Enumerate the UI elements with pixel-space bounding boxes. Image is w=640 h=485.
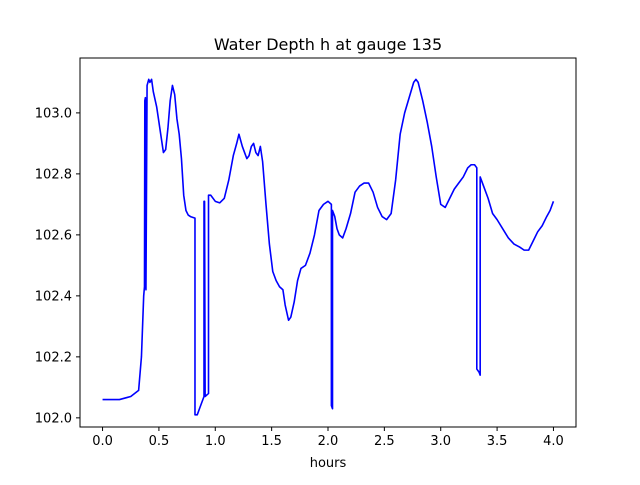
x-tick-label: 2.5 xyxy=(374,434,395,449)
x-tick-label: 3.5 xyxy=(487,434,508,449)
plot-area xyxy=(102,78,555,416)
x-axis-label: hours xyxy=(310,456,347,471)
y-tick-label: 102.6 xyxy=(35,228,72,243)
x-tick-label: 1.0 xyxy=(205,434,226,449)
chart-title: Water Depth h at gauge 135 xyxy=(214,35,442,54)
x-tick-label: 3.0 xyxy=(430,434,451,449)
x-tick-label: 0.0 xyxy=(92,434,113,449)
y-tick-label: 102.2 xyxy=(35,350,72,365)
y-tick-label: 102.0 xyxy=(35,411,72,426)
axes: 0.0 0.5 1.0 1.5 2.0 2.5 3.0 3.5 4.0 102.0 102.2 102… xyxy=(35,57,577,449)
x-tick-label: 4.0 xyxy=(543,434,564,449)
series-line-0 xyxy=(102,78,555,416)
x-tick-label: 1.5 xyxy=(261,434,282,449)
y-tick-label: 102.4 xyxy=(35,289,72,304)
x-tick-label: 0.5 xyxy=(149,434,170,449)
y-tick-label: 102.8 xyxy=(35,167,72,182)
y-tick-label: 103.0 xyxy=(35,106,72,121)
x-tick-label: 2.0 xyxy=(318,434,339,449)
